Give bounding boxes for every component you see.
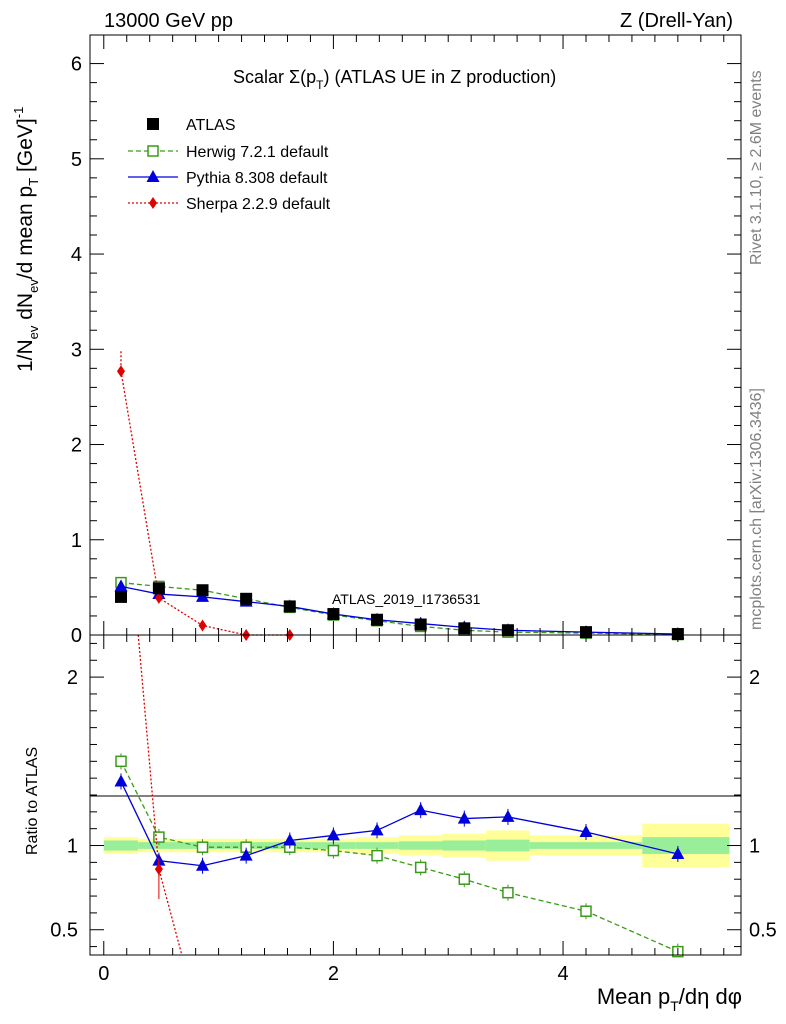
ratio-point-1 <box>579 825 593 838</box>
mcplots-label: mcplots.cern.ch [arXiv:1306.3436] <box>748 388 765 630</box>
ratio-point-1 <box>370 823 384 836</box>
legend-marker <box>149 197 157 209</box>
data-point-0 <box>458 622 471 635</box>
header-left: 13000 GeV pp <box>104 10 233 32</box>
top-y-tick-label: 2 <box>71 435 82 457</box>
ratio-point-1 <box>114 774 128 787</box>
ratio-point-0 <box>580 905 592 917</box>
x-tick-label: 4 <box>557 963 568 985</box>
ratio-band-stat <box>529 842 643 849</box>
main-plot-panel: 0 1 2 3 4 5 6 Scalar Σ(pT) (ATLAS UE in Z prod… <box>11 34 742 647</box>
ratio-plot-panel: 0.5 0.5 1 1 2 2 0 2 4 Ratio to ATLAS Mean pT/dη… <box>24 634 777 1014</box>
legend-marker <box>147 118 159 130</box>
data-point-3 <box>117 365 125 378</box>
ratio-point-1 <box>414 803 428 816</box>
ratio-point-2 <box>154 863 163 876</box>
bottom-y-tick-label: 0.5 <box>50 920 78 942</box>
legend-entry: Pythia 8.308 default <box>186 170 328 187</box>
data-point-0 <box>152 582 165 595</box>
x-tick-label: 2 <box>328 963 339 985</box>
data-point-0 <box>196 584 209 597</box>
legend-entry: Herwig 7.2.1 default <box>186 144 329 161</box>
top-y-tick-label: 4 <box>71 244 82 266</box>
data-point-3 <box>154 591 163 604</box>
data-point-0 <box>414 618 427 631</box>
bottom-y-tick-label-right: 0.5 <box>749 920 777 942</box>
x-axis-label: Mean pT/dη dφ <box>597 984 742 1014</box>
ratio-point-0 <box>414 861 427 874</box>
top-y-tick-label: 1 <box>71 530 82 552</box>
data-point-0 <box>283 600 296 613</box>
plot-title: Scalar Σ(pT) (ATLAS UE in Z production) <box>233 67 556 92</box>
data-point-3 <box>198 619 207 632</box>
ratio-line-1 <box>120 781 679 867</box>
header-right: Z (Drell-Yan) <box>620 10 733 32</box>
top-y-tick-label: 6 <box>71 54 82 76</box>
legend: ATLAS Herwig 7.2.1 default Pythia 8.308 de… <box>128 117 331 213</box>
ratio-band-stat <box>103 840 139 851</box>
watermark: ATLAS_2019_I1736531 <box>332 591 481 607</box>
bottom-y-tick-label-right: 1 <box>749 836 760 858</box>
ratio-band-stat <box>442 840 487 851</box>
data-point-0 <box>115 590 127 603</box>
ratio-point-1 <box>196 858 210 871</box>
ratio-point-0 <box>371 849 383 862</box>
legend-entry: ATLAS <box>186 117 236 134</box>
bottom-y-tick-label: 1 <box>67 836 78 858</box>
ratio-point-0 <box>327 844 340 857</box>
ratio-line-0 <box>120 761 679 953</box>
data-point-0 <box>501 624 514 637</box>
bottom-y-tick-label-right: 2 <box>749 667 760 689</box>
top-y-tick-label: 5 <box>71 149 82 171</box>
series-line-1 <box>120 581 678 636</box>
ratio-line-sherpa <box>137 634 183 956</box>
ratio-point-1 <box>501 809 515 822</box>
legend-marker <box>146 170 160 182</box>
ratio-point-1 <box>239 848 253 861</box>
ratio-plot-frame <box>89 634 742 956</box>
ratio-point-0 <box>458 873 471 885</box>
data-point-0 <box>327 608 340 621</box>
legend-marker <box>147 145 159 157</box>
data-point-0 <box>371 613 384 626</box>
ratio-point-0 <box>153 831 165 843</box>
ratio-point-0 <box>502 886 514 899</box>
legend-entry: Sherpa 2.2.9 default <box>186 196 331 213</box>
ratio-band-stat <box>642 837 730 854</box>
data-point-0 <box>240 592 253 605</box>
y-axis-label-bottom: Ratio to ATLAS <box>24 747 41 855</box>
ratio-point-1 <box>283 833 297 846</box>
bottom-y-tick-label: 2 <box>67 667 78 689</box>
ratio-point-1 <box>326 828 340 841</box>
ratio-band-stat <box>355 842 399 849</box>
ratio-point-0 <box>115 755 127 768</box>
y-axis-label-top: 1/Nev dNev/d mean pT [GeV]-1 <box>11 107 41 372</box>
ratio-band-stat <box>138 842 180 849</box>
top-y-tick-label: 0 <box>71 625 82 647</box>
ratio-band-stat <box>486 839 530 852</box>
ratio-point-1 <box>457 811 471 824</box>
ratio-point-1 <box>671 846 685 859</box>
ratio-point-0 <box>196 841 209 853</box>
x-tick-label: 0 <box>98 963 109 985</box>
ratio-band-stat <box>398 841 443 850</box>
rivet-label: Rivet 3.1.10, ≥ 2.6M events <box>748 70 765 265</box>
top-y-tick-label: 3 <box>71 339 82 361</box>
series-line-2 <box>120 585 678 635</box>
data-point-2 <box>114 579 128 592</box>
